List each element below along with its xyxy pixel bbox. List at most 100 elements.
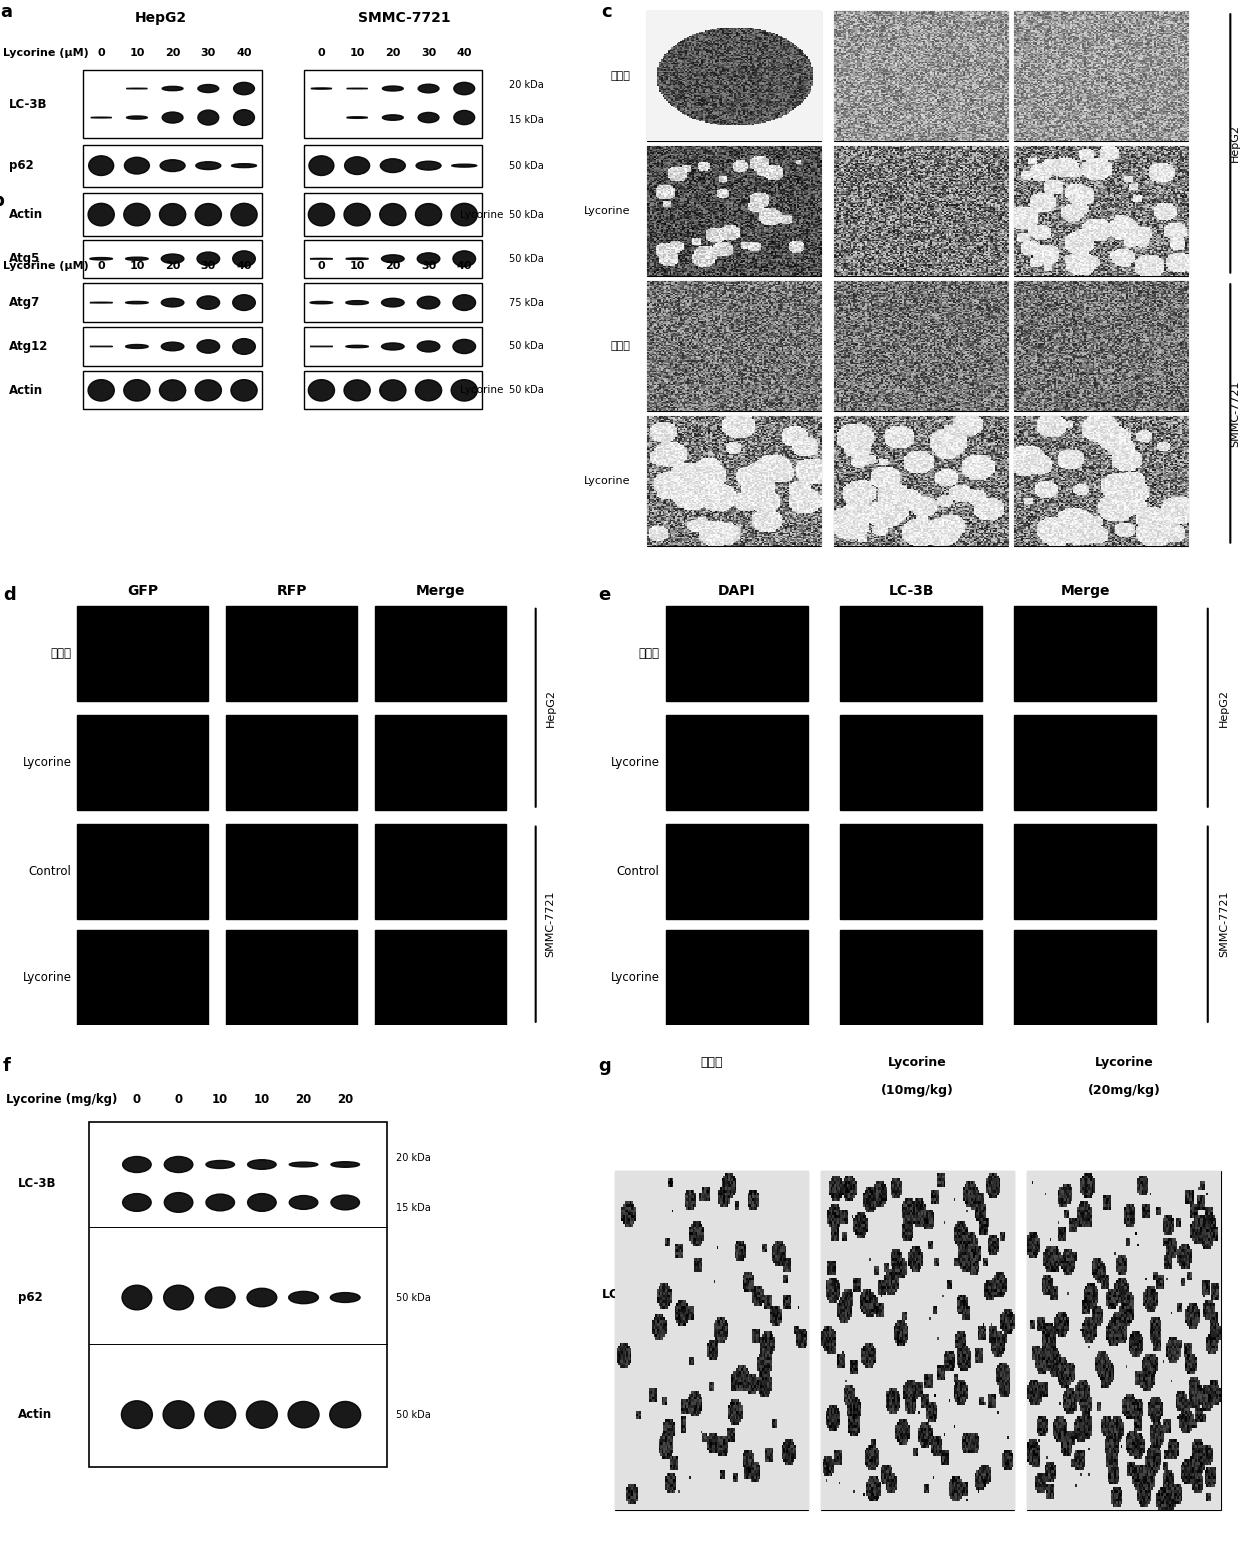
Text: LC-3B: LC-3B xyxy=(601,1288,642,1301)
Bar xyxy=(615,1171,808,1510)
Text: 0: 0 xyxy=(317,48,325,59)
Text: HepG2: HepG2 xyxy=(1230,125,1240,162)
Bar xyxy=(83,371,262,410)
Bar xyxy=(841,929,982,1025)
Ellipse shape xyxy=(197,339,219,353)
Ellipse shape xyxy=(451,379,477,401)
Ellipse shape xyxy=(122,1401,153,1429)
Text: 20: 20 xyxy=(295,1094,311,1106)
Bar xyxy=(83,145,262,186)
Text: 40: 40 xyxy=(456,48,472,59)
Ellipse shape xyxy=(382,299,404,307)
Ellipse shape xyxy=(309,203,335,227)
Ellipse shape xyxy=(197,296,219,310)
Text: a: a xyxy=(0,3,12,22)
Text: 40: 40 xyxy=(456,262,472,271)
Text: Merge: Merge xyxy=(415,584,465,598)
Ellipse shape xyxy=(417,296,440,308)
Bar xyxy=(647,11,821,140)
Text: 0: 0 xyxy=(98,48,105,59)
Ellipse shape xyxy=(454,111,475,125)
Ellipse shape xyxy=(343,203,371,227)
Text: Lycorine: Lycorine xyxy=(584,206,631,216)
Bar xyxy=(1014,824,1156,918)
Text: SMMC-7721: SMMC-7721 xyxy=(1230,381,1240,447)
Text: Atg7: Atg7 xyxy=(9,296,40,310)
Ellipse shape xyxy=(453,294,476,310)
Ellipse shape xyxy=(125,257,149,260)
Text: 40: 40 xyxy=(237,262,252,271)
Ellipse shape xyxy=(417,341,440,351)
Text: 50 kDa: 50 kDa xyxy=(508,160,543,171)
Bar xyxy=(374,929,506,1025)
Text: 0: 0 xyxy=(133,1094,141,1106)
Ellipse shape xyxy=(417,253,440,265)
Bar xyxy=(821,1171,1014,1510)
Bar xyxy=(647,280,821,410)
Ellipse shape xyxy=(164,1401,193,1429)
Text: 0: 0 xyxy=(175,1094,182,1106)
Text: 15 kDa: 15 kDa xyxy=(396,1202,430,1213)
Bar xyxy=(83,194,262,236)
Text: LC-3B: LC-3B xyxy=(888,584,934,598)
Text: 30: 30 xyxy=(201,262,216,271)
Text: 正常组: 正常组 xyxy=(701,1057,723,1069)
Text: Control: Control xyxy=(616,865,660,878)
Bar xyxy=(83,284,262,322)
Ellipse shape xyxy=(247,1401,278,1429)
Text: f: f xyxy=(2,1057,11,1076)
Ellipse shape xyxy=(195,203,222,225)
Bar xyxy=(374,606,506,701)
Text: 10: 10 xyxy=(254,1094,270,1106)
Ellipse shape xyxy=(309,379,335,401)
Ellipse shape xyxy=(331,1162,360,1168)
Ellipse shape xyxy=(346,300,368,305)
Ellipse shape xyxy=(233,109,254,125)
Ellipse shape xyxy=(161,254,184,264)
Ellipse shape xyxy=(88,379,114,401)
Bar xyxy=(304,239,482,277)
Text: Lycorine (μM): Lycorine (μM) xyxy=(2,262,89,271)
Bar xyxy=(1014,146,1188,276)
Ellipse shape xyxy=(288,1401,319,1429)
Bar xyxy=(1014,280,1188,410)
Ellipse shape xyxy=(289,1196,317,1210)
Bar xyxy=(77,824,208,918)
Bar xyxy=(841,606,982,701)
Text: 10: 10 xyxy=(129,262,145,271)
Text: 15 kDa: 15 kDa xyxy=(508,114,543,125)
Ellipse shape xyxy=(89,156,114,176)
Text: 20 kDa: 20 kDa xyxy=(396,1153,430,1162)
Bar xyxy=(374,715,506,809)
Bar xyxy=(1014,929,1156,1025)
Ellipse shape xyxy=(162,86,184,91)
Ellipse shape xyxy=(164,1285,193,1310)
Ellipse shape xyxy=(206,1287,236,1308)
Text: Actin: Actin xyxy=(9,208,43,220)
Bar xyxy=(666,824,808,918)
Ellipse shape xyxy=(233,294,255,310)
Bar xyxy=(833,416,1008,546)
Ellipse shape xyxy=(418,85,439,92)
Text: 20: 20 xyxy=(386,262,401,271)
Text: 75 kDa: 75 kDa xyxy=(508,297,544,308)
Ellipse shape xyxy=(453,339,476,353)
Text: c: c xyxy=(601,3,613,22)
Bar xyxy=(77,715,208,809)
Text: Lycorine: Lycorine xyxy=(460,210,503,219)
Ellipse shape xyxy=(248,1194,277,1211)
Text: Lycorine: Lycorine xyxy=(888,1057,947,1069)
Bar xyxy=(1027,1171,1220,1510)
Ellipse shape xyxy=(330,1293,360,1302)
Ellipse shape xyxy=(124,157,149,174)
Bar xyxy=(374,824,506,918)
Text: Merge: Merge xyxy=(1060,584,1110,598)
Ellipse shape xyxy=(161,299,184,307)
Ellipse shape xyxy=(233,82,254,94)
Bar xyxy=(1014,715,1156,809)
Ellipse shape xyxy=(206,1160,234,1168)
Ellipse shape xyxy=(88,203,114,227)
Text: 50 kDa: 50 kDa xyxy=(396,1293,430,1302)
Bar xyxy=(304,194,482,236)
Ellipse shape xyxy=(382,344,404,350)
